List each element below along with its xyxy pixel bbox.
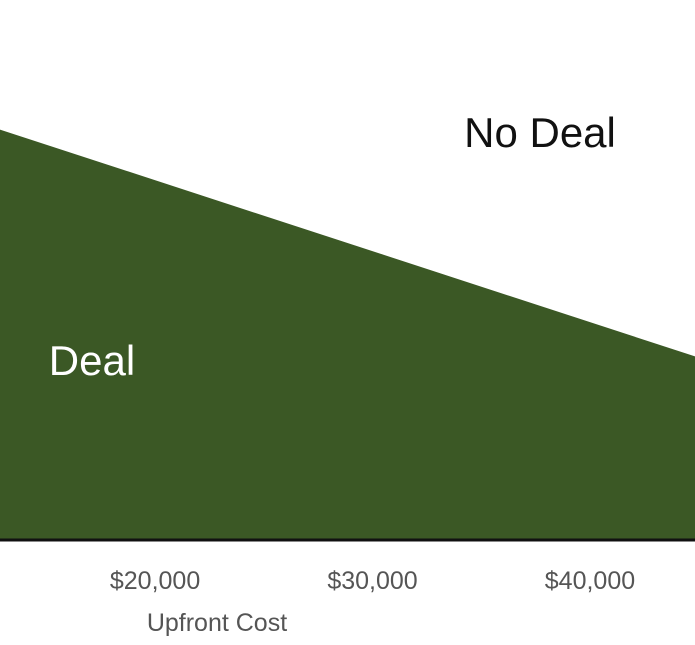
x-tick-label: $40,000	[545, 567, 635, 595]
deal-area	[0, 129, 695, 540]
x-tick-label: $30,000	[327, 567, 417, 595]
x-axis-title: Upfront Cost	[147, 609, 287, 637]
x-tick-label: $20,000	[110, 567, 200, 595]
region-label-no-deal: No Deal	[464, 109, 616, 156]
region-label-deal: Deal	[49, 337, 135, 384]
